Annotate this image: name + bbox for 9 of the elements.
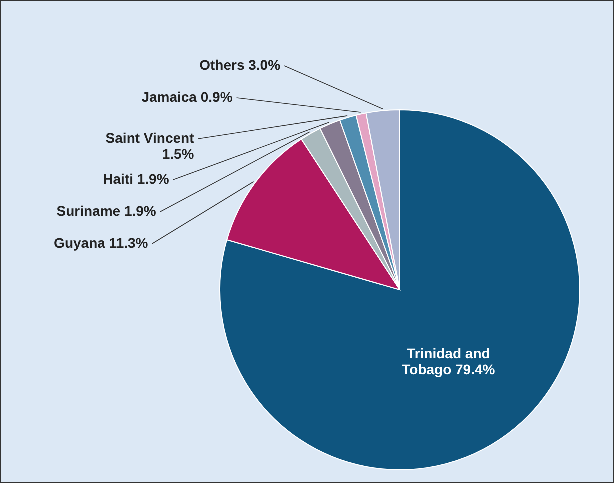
slice-label: Trinidad and Tobago 79.4%	[402, 346, 496, 378]
slice-label: Jamaica 0.9%	[142, 89, 234, 105]
slice-label: Saint Vincent	[106, 130, 195, 146]
slice-label: Suriname 1.9%	[56, 203, 157, 219]
slice-label: Guyana 11.3%	[54, 235, 149, 251]
pie-slice	[220, 110, 580, 470]
slice-label: Haiti 1.9%	[103, 171, 170, 187]
data-label: 1.5%	[162, 146, 195, 162]
slice-label: Others 3.0%	[200, 57, 282, 73]
